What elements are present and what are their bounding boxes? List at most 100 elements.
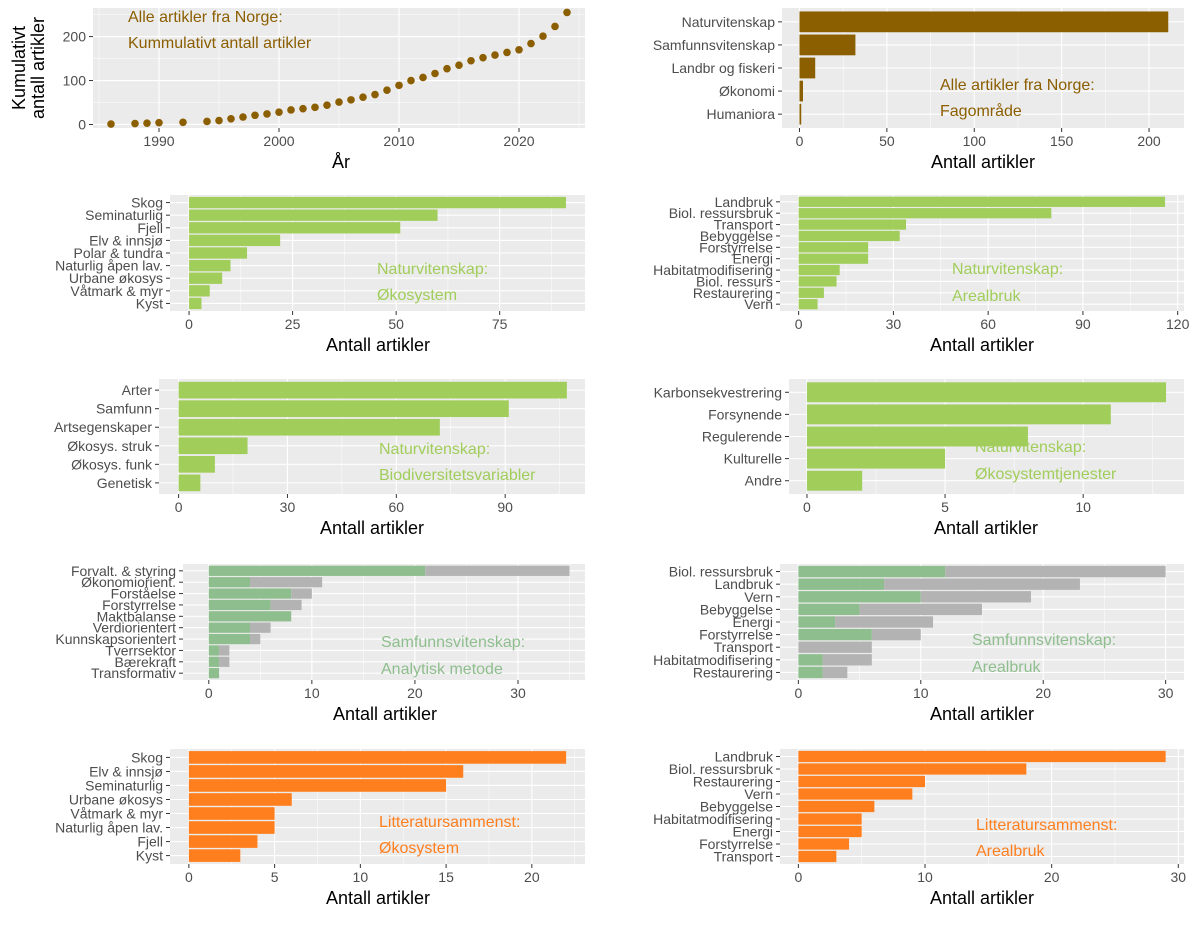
- panel-title-line: Fagområde: [940, 102, 1022, 120]
- panel-title-line: Arealbruk: [976, 843, 1045, 860]
- bar-segment: [884, 578, 1080, 590]
- category-label: Seminaturlig: [85, 777, 163, 793]
- x-tick-label: 100: [963, 133, 987, 149]
- x-tick-label: 2000: [263, 133, 294, 149]
- bar: [178, 381, 567, 399]
- category-label: Habitatmodifisering: [653, 652, 773, 668]
- category-label: Forstyrrelse: [699, 239, 773, 255]
- x-tick-label: 30: [280, 499, 296, 515]
- bar-segment: [208, 633, 250, 645]
- y-tick-label: 0: [78, 116, 86, 132]
- x-axis-title: Antall artikler: [326, 335, 430, 355]
- bar: [189, 196, 566, 209]
- bar: [798, 287, 824, 298]
- data-point: [107, 120, 115, 128]
- category-label: Tverrsektor: [105, 642, 176, 658]
- panel-title-line: Naturvitenskap:: [377, 261, 488, 278]
- category-label: Økosys. funk: [71, 456, 153, 472]
- x-tick-label: 0: [185, 316, 193, 332]
- category-label: Transport: [714, 849, 774, 865]
- bar: [189, 234, 281, 247]
- category-label: Forståelse: [111, 586, 177, 602]
- bar-segment: [425, 565, 570, 576]
- category-label: Biol. ressursbruk: [669, 761, 774, 777]
- bar: [188, 835, 258, 848]
- data-point: [263, 110, 271, 118]
- x-axis-title: Antall artikler: [326, 888, 430, 908]
- data-point: [551, 22, 559, 31]
- x-tick-label: 25: [285, 316, 301, 332]
- bar: [188, 849, 241, 862]
- category-label: Restaurering: [693, 774, 773, 790]
- x-tick-label: 200: [1137, 133, 1161, 149]
- x-tick-label: 0: [803, 499, 811, 515]
- bar-segment: [250, 577, 323, 588]
- x-tick-label: 60: [389, 499, 405, 515]
- category-label: Kyst: [136, 848, 163, 864]
- x-tick-label: 90: [1075, 316, 1091, 332]
- data-point: [311, 103, 319, 112]
- y-axis-title: Kumulativtantall artikler: [9, 17, 48, 119]
- bar-segment: [835, 616, 934, 628]
- y-axis-title-line: Kumulativt: [9, 26, 29, 110]
- category-label: Habitatmodifisering: [653, 262, 773, 278]
- category-label: Vern: [744, 296, 773, 312]
- x-tick-label: 0: [205, 685, 213, 701]
- chart-panel-p1: 1990 2000 2010 2020 År 0 100 200 Kumulativtantal…: [9, 8, 585, 172]
- category-label: Andre: [745, 473, 783, 489]
- panel-title-line: Litteratursammenst:: [379, 814, 520, 831]
- bar: [178, 400, 509, 418]
- data-point: [131, 119, 139, 128]
- x-tick-label: 2020: [503, 133, 534, 149]
- x-axis-title: Antall artikler: [930, 704, 1034, 724]
- y-axis-title-line: antall artikler: [28, 17, 48, 119]
- category-label: Naturlig åpen lav.: [55, 820, 163, 836]
- category-label: Humaniora: [707, 106, 776, 122]
- category-label: Bebyggelse: [700, 228, 773, 244]
- data-point: [275, 108, 283, 116]
- data-point: [455, 61, 463, 69]
- category-label: Artsegenskaper: [54, 419, 152, 435]
- x-tick-label: 0: [794, 869, 802, 885]
- bar: [178, 437, 248, 455]
- x-tick-label: 50: [388, 316, 404, 332]
- panel-title-line: Naturvitenskap:: [975, 439, 1086, 456]
- bar-segment: [250, 633, 261, 645]
- category-label: Bebyggelse: [700, 799, 773, 815]
- bar-segment: [798, 616, 836, 628]
- bar: [188, 821, 275, 834]
- category-label: Genetisk: [97, 475, 153, 491]
- bar-segment: [208, 645, 220, 656]
- panel-title-line: Alle artikler fra Norge:: [940, 77, 1095, 94]
- x-tick-label: 60: [980, 316, 996, 332]
- chart-panel-p5: 0 30 60 90 Antall artikler Arter Samfunn Artseg…: [54, 379, 585, 538]
- category-label: Kulturelle: [724, 451, 783, 467]
- data-point: [527, 39, 535, 48]
- category-label: Økonomi: [719, 83, 775, 99]
- category-label: Restaurering: [693, 285, 773, 301]
- bar: [178, 455, 215, 473]
- bar-segment: [208, 565, 426, 576]
- category-label: Bebyggelse: [700, 601, 773, 617]
- category-label: Transport: [714, 217, 774, 233]
- bar: [798, 264, 840, 276]
- bar-segment: [798, 641, 872, 653]
- bar: [798, 825, 862, 838]
- category-label: Elv & innsjø: [89, 232, 163, 248]
- bar-segment: [208, 588, 292, 599]
- panel-title-line: Litteratursammenst:: [976, 817, 1117, 834]
- category-label: Bærekraft: [115, 654, 177, 670]
- bar-segment: [208, 611, 292, 622]
- category-label: Verdiorientert: [93, 620, 176, 636]
- x-axis-title: Antall artikler: [931, 152, 1035, 172]
- category-label: Vern: [744, 589, 773, 605]
- category-label: Skog: [131, 749, 163, 765]
- chart-panel-p7: 0 10 20 30 Antall artikler Forvalt. & styring…: [55, 563, 585, 724]
- panel-title-line: Alle artikler fra Norge:: [128, 9, 283, 26]
- bar-segment: [219, 645, 230, 656]
- bar: [799, 80, 803, 102]
- panel-title-line: Samfunnsvitenskap:: [972, 632, 1116, 649]
- bar: [188, 779, 447, 792]
